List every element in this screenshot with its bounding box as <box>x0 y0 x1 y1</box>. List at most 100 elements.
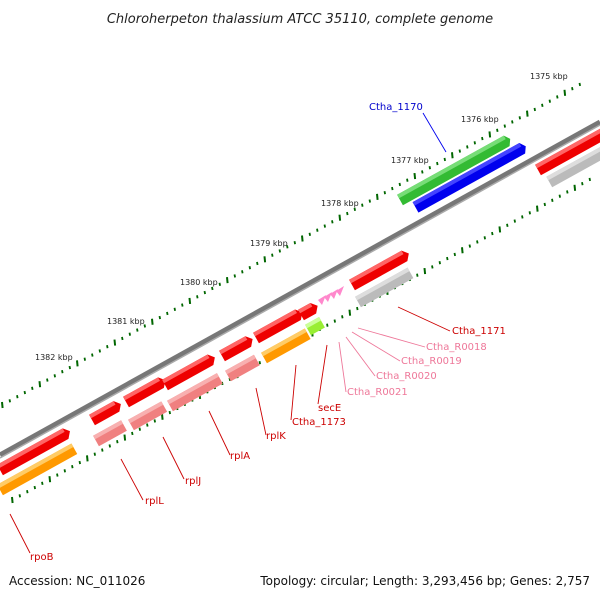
scale-tick <box>521 215 524 219</box>
top-right-genes <box>535 125 600 188</box>
label-ctha-1171: Ctha_1171 <box>452 326 506 337</box>
scale-tick <box>431 265 434 269</box>
scale-tick <box>68 365 71 370</box>
scale-tick <box>46 378 49 382</box>
scale-tick <box>556 95 559 99</box>
scale-tick <box>8 399 11 403</box>
scale-tick <box>443 157 446 162</box>
scale-labels: 1375 kbp 1376 kbp 1377 kbp 1378 kbp 1379… <box>35 72 568 362</box>
scale-label-1375: 1375 kbp <box>530 72 568 81</box>
scale-tick <box>151 318 154 325</box>
scale-tick <box>161 413 164 420</box>
scale-tick <box>71 465 74 469</box>
scale-tick <box>323 224 326 228</box>
scale-tick <box>48 476 52 483</box>
scale-tick <box>18 494 21 498</box>
scale-tick <box>563 89 567 96</box>
scale-tick <box>348 309 352 316</box>
scale-tick <box>271 253 274 257</box>
scale-tick <box>248 265 251 270</box>
scale-tick <box>588 177 591 182</box>
scale-tick <box>466 145 469 149</box>
scale-tick <box>181 303 184 307</box>
scale-tick <box>166 311 169 316</box>
scale-tick <box>578 82 581 87</box>
genome-backbone <box>0 119 600 459</box>
scale-tick <box>398 182 401 187</box>
scale-tick <box>158 315 161 320</box>
scale-tick <box>376 193 379 200</box>
scale-tick <box>131 431 134 436</box>
label-ctha-r0019: Ctha_R0019 <box>401 356 462 367</box>
scale-tick <box>1 401 4 409</box>
green-gene-arrow <box>397 135 511 206</box>
blue-gene-arrow <box>412 143 526 213</box>
scale-tick <box>421 170 424 174</box>
scale-tick <box>413 172 417 180</box>
label-sece: secE <box>318 403 341 414</box>
scale-tick <box>61 370 64 374</box>
scale-tick <box>333 319 336 323</box>
scale-tick <box>196 295 199 299</box>
scale-tick <box>503 124 506 128</box>
scale-label-1380: 1380 kbp <box>180 278 218 287</box>
gene-arrow <box>305 316 325 336</box>
scale-tick <box>53 374 56 378</box>
scale-tick <box>316 228 319 232</box>
scale-tick <box>356 306 359 311</box>
scale-tick <box>461 247 464 254</box>
scale-tick <box>211 286 214 291</box>
scale-tick <box>581 181 584 186</box>
inner-genes <box>0 250 414 496</box>
scale-tick <box>146 423 149 427</box>
outer-features <box>397 135 526 213</box>
scale-tick <box>526 110 529 117</box>
scale-tick <box>56 473 59 477</box>
scale-tick <box>423 267 427 275</box>
scale-tick <box>241 270 244 274</box>
gene-arrow <box>0 428 70 476</box>
scale-tick <box>143 324 146 328</box>
scale-tick <box>168 410 171 415</box>
gene-arrow <box>162 354 215 391</box>
scale-tick <box>446 256 449 261</box>
scale-tick <box>458 149 461 153</box>
gene-arrow <box>128 401 168 431</box>
scale-tick <box>76 360 79 367</box>
scale-tick <box>353 207 356 212</box>
scale-tick <box>383 191 386 195</box>
scale-label-1377: 1377 kbp <box>391 156 429 165</box>
label-rpob: rpoB <box>30 552 54 563</box>
accession-text: Accession: NC_011026 <box>9 574 146 588</box>
scale-tick <box>128 332 131 336</box>
scale-tick <box>41 481 44 486</box>
label-rplj: rplJ <box>185 476 201 487</box>
scale-tick <box>453 252 456 257</box>
scale-tick <box>428 166 431 170</box>
scale-tick <box>326 323 329 327</box>
scale-tick <box>436 161 439 166</box>
label-rpll: rplL <box>145 496 164 507</box>
cds-arrow <box>535 125 600 176</box>
gene-arrow <box>253 309 303 344</box>
scale-tick <box>63 469 66 473</box>
label-ctha-r0021: Ctha_R0021 <box>347 387 408 398</box>
scale-label-1376: 1376 kbp <box>461 115 499 124</box>
scale-tick <box>98 349 101 353</box>
scale-tick <box>451 152 454 159</box>
label-ctha-r0018: Ctha_R0018 <box>426 342 487 353</box>
scale-tick <box>38 381 42 388</box>
label-rpla: rplA <box>230 451 250 462</box>
scale-tick <box>188 297 192 305</box>
scale-tick <box>218 282 221 286</box>
scale-tick <box>123 434 127 441</box>
scale-tick <box>91 353 94 357</box>
scale-tick <box>548 99 551 103</box>
gene-arrow <box>123 377 166 408</box>
gene-arrow <box>298 302 318 321</box>
gene-arrow <box>167 373 223 412</box>
scale-tick <box>26 489 29 494</box>
scale-tick <box>113 339 117 346</box>
scale-tick <box>121 336 124 341</box>
label-ctha-1170: Ctha_1170 <box>369 102 423 113</box>
